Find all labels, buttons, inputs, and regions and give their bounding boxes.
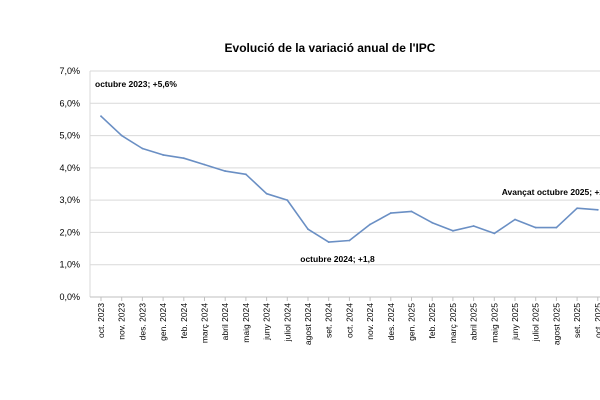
x-tick-label: feb. 2025 [427,303,437,339]
x-tick-label: oct. 2024 [344,303,354,338]
data-point [120,134,123,137]
data-point [410,210,413,213]
x-tick-label: des. 2024 [386,303,396,341]
x-tick-label: des. 2023 [137,303,147,341]
x-tick-label: abril 2025 [469,303,479,341]
data-point [452,229,454,232]
x-tick-label: gen. 2025 [407,303,417,341]
x-tick-label: juny 2024 [262,303,272,341]
x-tick-label: abril 2024 [220,303,230,341]
data-point [493,232,496,235]
data-point [286,199,289,202]
x-tick-label: març 2024 [200,303,210,343]
y-tick-label: 7,0% [59,66,80,76]
data-point [348,239,351,242]
x-tick-label: maig 2024 [241,303,251,343]
x-tick-label: juliol 2024 [282,303,292,343]
annotations: octubre 2023; +5,6% octubre 2024; +1,8 Ava… [95,79,600,264]
data-point [534,226,537,229]
y-tick-labels: 0,0% 1,0% 2,0% 3,0% 4,0% 5,0% 6,0% 7,0% [59,66,80,302]
x-tick-label: set. 2024 [324,303,334,338]
data-annotation: octubre 2023; +5,6% [95,79,177,89]
chart-title: Evolució de la variació anual de l'IPC [225,41,436,55]
data-point [265,192,268,195]
data-point [203,163,206,166]
x-tick-label: agost 2024 [303,303,313,345]
x-tick-label: oct. 2025 [593,303,600,338]
series-lines [100,115,599,244]
x-tick-label: març 2025 [448,303,458,343]
data-point [162,154,165,156]
data-point [576,207,578,210]
x-tick-label: nov. 2024 [365,303,375,340]
data-point [307,228,309,231]
data-point [369,223,371,226]
x-tick-label: juliol 2025 [531,303,541,343]
data-point [224,170,227,172]
x-tick-label: feb. 2024 [179,303,189,339]
x-tick-label: gen. 2024 [158,303,168,341]
data-point [431,221,434,224]
data-point [100,115,102,118]
data-point [141,147,144,150]
gridlines [90,70,600,266]
x-tick-label: set. 2025 [572,303,582,338]
y-tick-label: 4,0% [59,163,80,173]
x-tick-label: agost 2025 [551,303,561,345]
data-point [245,173,247,176]
y-tick-label: 2,0% [59,227,80,237]
data-point [182,157,185,160]
x-tick-labels: oct. 2023 nov. 2023 des. 2023 gen. 2024 feb.… [96,297,600,345]
y-tick-label: 3,0% [59,195,80,205]
data-point [472,225,475,227]
x-tick-label: oct. 2023 [96,303,106,338]
y-tick-label: 5,0% [59,131,80,141]
data-point [327,241,330,244]
x-tick-label: nov. 2023 [117,303,127,340]
y-tick-label: 6,0% [59,98,80,108]
data-point [555,226,558,229]
data-annotation: octubre 2024; +1,8 [300,254,375,264]
data-point [514,218,516,221]
y-tick-label: 1,0% [59,260,80,270]
data-point [389,212,392,214]
data-point [596,208,599,211]
y-tick-label: 0,0% [59,292,80,302]
x-tick-label: juny 2025 [510,303,520,341]
data-annotation: Avançat octubre 2025; +2,7% [502,187,600,197]
x-tick-label: maig 2025 [489,303,499,343]
